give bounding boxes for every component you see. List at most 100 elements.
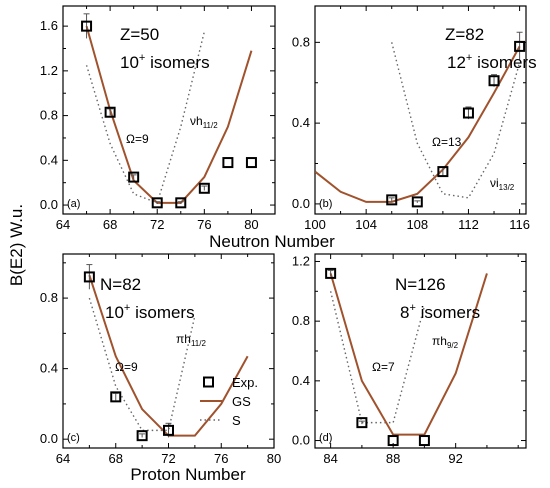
orbital-subscript: 11/2	[203, 121, 219, 130]
exp-data-point	[245, 157, 257, 169]
orbital-label: πh9/2	[432, 334, 459, 350]
orbital-subscript: 11/2	[191, 339, 207, 348]
isomer-label: 8+ isomers	[400, 302, 480, 322]
exp-data-point	[104, 106, 116, 118]
orbital-subscript: 9/2	[447, 341, 459, 350]
panel-header: N=82	[100, 275, 141, 294]
isomer-word: isomers	[416, 303, 480, 322]
panel-b: 100 104 108 112 116 0.0 0.4 0.8 Z=82 12+ isomers Ω…	[292, 5, 537, 232]
plot-frame	[314, 5, 527, 215]
orbital-name: πh	[176, 332, 191, 346]
panel-a: 64 68 72 76 80 0.0 0.4 0.8 1.2 1.6 Z=50 10+ isomers…	[40, 5, 276, 232]
panel-header: Z=82	[445, 25, 484, 44]
exp-data-point	[136, 430, 148, 442]
gs-series-line	[85, 25, 253, 204]
panel-letter: (a)	[67, 198, 80, 210]
plot-frame	[62, 5, 276, 215]
panel-letter: (c)	[67, 432, 80, 444]
isomer-label: 10+ isomers	[120, 52, 210, 72]
y-tick-label: 0.8	[292, 313, 310, 328]
y-tick-label: 0.0	[292, 433, 310, 448]
x-tick-label: 68	[103, 217, 117, 232]
s-series-line	[85, 31, 206, 204]
orbital-name: πh	[432, 334, 447, 348]
exp-data-point	[83, 271, 95, 283]
exp-data-point	[81, 20, 93, 32]
exp-data-point	[110, 391, 122, 403]
isomer-parity: +	[124, 302, 130, 314]
x-tick-label: 116	[509, 217, 530, 232]
isomer-label: 12+ isomers	[447, 52, 537, 72]
gs-series-line	[315, 45, 521, 203]
y-tick-label: 0.4	[292, 373, 310, 388]
x-tick-label: 84	[323, 451, 337, 466]
legend-label-gs: GS	[232, 394, 251, 409]
y-axis-title: B(E2) W.u.	[7, 204, 26, 286]
y-tick-label: 1.2	[292, 253, 310, 268]
isomer-parity: +	[409, 302, 415, 314]
isomer-spin: 8	[400, 303, 409, 322]
x-tick-label: 92	[448, 451, 462, 466]
exp-data-point	[411, 196, 423, 208]
exp-data-point	[175, 197, 187, 209]
exp-data-point	[151, 197, 163, 209]
x-tick-label: 76	[214, 451, 228, 466]
x-axis-title-proton: Proton Number	[130, 465, 246, 484]
exp-data-point	[222, 157, 234, 169]
gs-series-line	[329, 273, 488, 436]
x-tick-label: 76	[197, 217, 211, 232]
legend-label-s: S	[232, 413, 241, 428]
exp-data-point	[163, 424, 174, 436]
panel-d: 84 88 92 0.0 0.4 0.8 1.2 N=126 8+ isomers Ω=7 πh9/…	[292, 253, 527, 466]
y-tick-label: 1.6	[40, 18, 58, 33]
orbital-name: νh	[190, 114, 203, 128]
legend-label-exp: Exp.	[232, 375, 258, 390]
x-tick-label: 72	[161, 451, 175, 466]
x-tick-label: 108	[406, 217, 428, 232]
x-tick-label: 80	[244, 217, 258, 232]
exp-data-point	[462, 107, 474, 119]
orbital-name: νi	[490, 176, 499, 190]
panel-letter: (d)	[319, 432, 332, 444]
exp-data-point	[356, 417, 368, 429]
x-tick-label: 64	[56, 217, 70, 232]
y-tick-label: 0.4	[40, 152, 58, 167]
y-tick-label: 0.4	[292, 115, 310, 130]
omega-label: Ω=9	[115, 360, 138, 374]
isomer-word: isomers	[145, 53, 209, 72]
omega-label: Ω=7	[372, 360, 395, 374]
exp-data-point	[514, 40, 526, 52]
exp-data-point	[437, 166, 449, 178]
exp-data-point	[418, 435, 430, 447]
y-tick-label: 0.0	[292, 196, 310, 211]
isomer-word: isomers	[130, 303, 194, 322]
orbital-label: νi13/2	[490, 176, 515, 192]
x-tick-label: 72	[150, 217, 164, 232]
s-series-line	[391, 42, 521, 199]
isomer-word: isomers	[472, 53, 536, 72]
isomer-spin: 10	[105, 303, 124, 322]
x-tick-label: 64	[56, 451, 70, 466]
y-tick-label: 0.8	[40, 108, 58, 123]
y-tick-label: 0.8	[292, 34, 310, 49]
exp-data-point	[488, 75, 500, 87]
x-tick-label: 88	[386, 451, 400, 466]
isomer-label: 10+ isomers	[105, 302, 195, 322]
x-tick-label: 80	[267, 451, 281, 466]
y-tick-label: 0.4	[40, 361, 58, 376]
y-tick-label: 0.8	[40, 290, 58, 305]
isomer-parity: +	[139, 52, 145, 64]
exp-data-point	[386, 194, 398, 206]
y-tick-label: 0.0	[40, 197, 58, 212]
legend-exp-marker	[203, 376, 214, 388]
isomer-spin: 10	[120, 53, 139, 72]
isomer-parity: +	[466, 52, 472, 64]
orbital-subscript: 13/2	[499, 183, 515, 192]
x-tick-label: 104	[355, 217, 377, 232]
x-tick-label: 112	[458, 217, 479, 232]
orbital-label: πh11/2	[176, 332, 206, 348]
exp-data-point	[128, 171, 140, 183]
orbital-label: νh11/2	[190, 114, 218, 130]
